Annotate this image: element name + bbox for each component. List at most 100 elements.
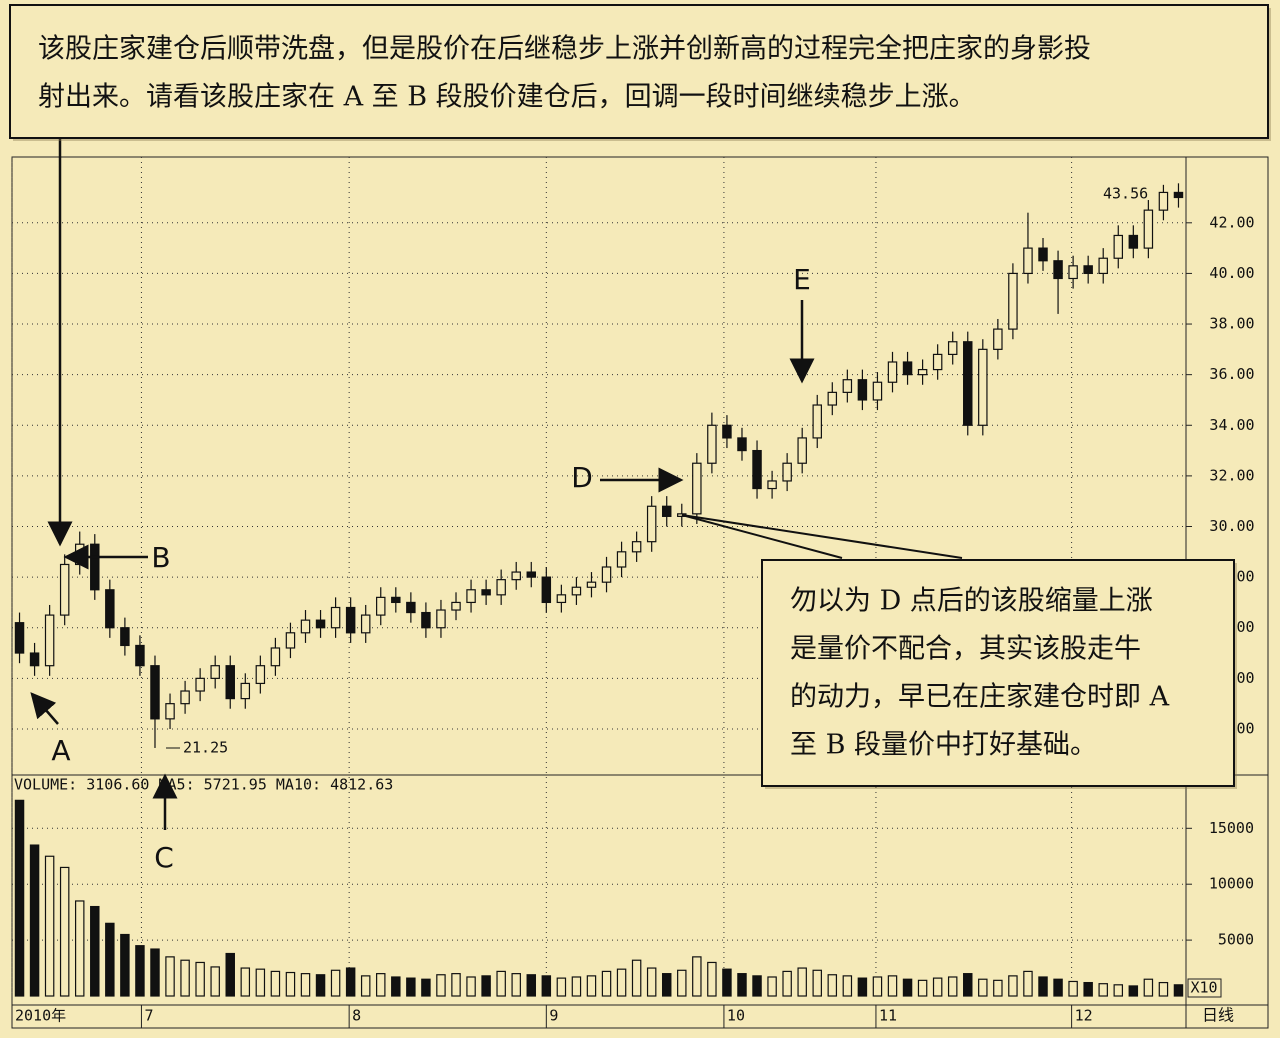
- volume-bar: [722, 968, 732, 997]
- volume-bar: [180, 959, 190, 997]
- x-tick-label: 11: [879, 1007, 897, 1025]
- candle-body: [1023, 247, 1033, 275]
- x-tick-label: 10: [727, 1007, 745, 1025]
- candle-body: [1008, 272, 1018, 330]
- volume-bar: [1083, 981, 1093, 997]
- volume-bar: [827, 974, 838, 997]
- point-b: B: [151, 541, 170, 574]
- candle-body: [586, 581, 597, 588]
- volume-bar: [993, 979, 1003, 997]
- volume-bar: [963, 973, 973, 997]
- volume-bar: [14, 799, 25, 997]
- candle-body: [1068, 265, 1078, 280]
- volume-bar: [150, 948, 160, 997]
- volume-bar: [661, 973, 672, 997]
- candle-body: [376, 596, 386, 616]
- candle-body: [842, 379, 853, 393]
- volume-bar: [1053, 978, 1063, 997]
- y-tick-label: 34.00: [1209, 416, 1254, 434]
- volume-bar: [902, 978, 913, 997]
- volume-bar: [1008, 975, 1018, 997]
- y-tick-label: 15000: [1209, 819, 1254, 837]
- candle-body: [210, 665, 220, 679]
- candle-body: [646, 505, 657, 543]
- y-tick-label: 42.00: [1209, 213, 1254, 231]
- candle-body: [195, 677, 205, 692]
- candle-body: [1173, 191, 1184, 199]
- candle-body: [872, 381, 883, 401]
- volume-bar: [541, 975, 552, 997]
- header-line: 射出来。请看该股庄家在 A 至 B 段股价建仓后，回调一段时间继续稳步上涨。: [38, 82, 976, 113]
- volume-label: VOLUME: 3106.60 MA5: 5721.95 MA10: 4812.…: [14, 776, 393, 794]
- volume-bar: [451, 973, 461, 997]
- candle-body: [556, 594, 567, 604]
- low-label: 21.25: [183, 739, 228, 757]
- volume-bar: [692, 956, 702, 997]
- callout-line: [681, 514, 843, 559]
- volume-bar: [782, 970, 792, 997]
- volume-bar: [436, 974, 446, 997]
- note-line: 的动力，早已在庄家建仓时即 A: [790, 682, 1170, 713]
- candle-body: [526, 571, 537, 578]
- callout-line: [681, 514, 963, 559]
- candle-body: [391, 596, 401, 604]
- volume-bar: [812, 969, 822, 997]
- volume-bar: [872, 976, 883, 997]
- candle-body: [466, 589, 476, 604]
- volume-bar: [406, 977, 416, 997]
- candle-body: [1098, 257, 1108, 275]
- plot: 22.0024.0026.0028.0030.0032.0034.0036.00…: [11, 157, 1255, 1028]
- candle-body: [255, 665, 266, 685]
- volume-bar: [978, 978, 988, 997]
- candle-body: [707, 424, 717, 464]
- multiplier-box: [1187, 978, 1222, 998]
- candle-body: [135, 644, 145, 667]
- x-tick-label: 12: [1075, 1007, 1093, 1025]
- volume-bar: [1098, 983, 1108, 997]
- candle-body: [722, 424, 732, 439]
- candle-body: [74, 543, 85, 566]
- candle-body: [165, 703, 175, 720]
- candle-body: [315, 619, 326, 629]
- candle-body: [240, 682, 251, 700]
- volume-bar: [677, 969, 687, 997]
- volume-bar: [631, 959, 642, 997]
- candle-body: [902, 361, 913, 376]
- candle-body: [330, 606, 341, 629]
- volume-bar: [601, 970, 612, 997]
- point-e: E: [793, 263, 811, 296]
- candle-body: [481, 589, 491, 596]
- candle-body: [752, 449, 762, 490]
- candle-body: [857, 379, 868, 401]
- y-tick-label: 38.00: [1209, 315, 1254, 333]
- y-tick-label: 40.00: [1209, 264, 1254, 282]
- volume-bar: [59, 866, 70, 997]
- volume-bar: [797, 967, 807, 997]
- volume-bar: [737, 973, 747, 997]
- volume-bar: [616, 968, 627, 997]
- candle-body: [1128, 234, 1139, 249]
- header-box: [9, 4, 1269, 139]
- candle-body: [29, 652, 40, 667]
- volume-bar: [345, 967, 356, 997]
- candle-body: [120, 627, 130, 647]
- candle-body: [436, 609, 446, 629]
- y-tick-label: 10000: [1209, 875, 1254, 893]
- volume-bar: [105, 922, 115, 997]
- candle-body: [150, 665, 160, 720]
- candle-body: [601, 566, 612, 583]
- candle-body: [782, 462, 792, 482]
- volume-bar: [947, 976, 958, 997]
- candle-body: [692, 462, 702, 515]
- candle-body: [180, 690, 190, 705]
- volume-bar: [210, 966, 220, 997]
- multiplier: X10: [1190, 979, 1217, 997]
- y-tick-label: 5000: [1218, 931, 1254, 949]
- candle-body: [14, 622, 25, 654]
- volume-bar: [225, 952, 235, 997]
- candle-body: [1143, 209, 1154, 249]
- volume-bar: [1143, 978, 1154, 997]
- volume-bar: [481, 975, 491, 997]
- note-line: 是量价不配合，其实该股走牛: [790, 634, 1141, 665]
- candle-body: [1038, 247, 1048, 262]
